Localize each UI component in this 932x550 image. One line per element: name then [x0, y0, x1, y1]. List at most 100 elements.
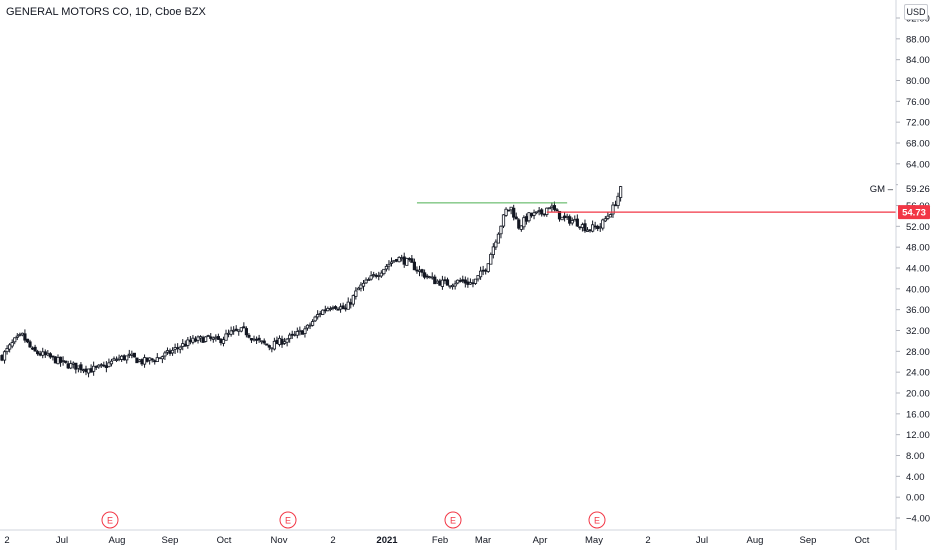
earnings-marker[interactable]: E [588, 511, 606, 529]
y-tick-label: 76.00 [906, 97, 930, 108]
candle-body [226, 332, 231, 335]
candle [163, 350, 167, 360]
candle [132, 352, 136, 358]
candle-body [405, 258, 409, 266]
candle [13, 337, 17, 345]
candle-body [127, 353, 131, 356]
candle [583, 219, 587, 233]
candle-body [183, 343, 187, 347]
candle [186, 336, 190, 349]
candle-body [282, 341, 287, 344]
candle [422, 269, 427, 280]
candle [384, 264, 389, 272]
candle-body [53, 356, 58, 364]
candle [535, 211, 539, 215]
earnings-circle [444, 511, 462, 529]
candle-body [552, 205, 557, 210]
candle-body [76, 365, 80, 369]
y-tick-label: 24.00 [906, 368, 930, 379]
candle-body [555, 209, 559, 212]
candle-body [601, 219, 605, 229]
candle [25, 338, 30, 344]
candle-body [99, 364, 103, 367]
candle-body [537, 210, 541, 212]
candle [155, 353, 159, 362]
candle-body [588, 229, 592, 232]
y-tick-label: 20.00 [906, 389, 930, 400]
candle-body [613, 204, 618, 207]
y-tick-label: 48.00 [906, 243, 930, 254]
currency-button[interactable]: USD [904, 4, 928, 20]
candle [512, 204, 516, 221]
candle [204, 336, 208, 343]
candle [288, 332, 292, 343]
candle-body [46, 352, 50, 356]
candle-body [496, 233, 501, 244]
candle [517, 218, 521, 230]
candle-body [336, 308, 340, 311]
candle-body [234, 328, 238, 331]
candle-body [580, 224, 585, 228]
x-tick-label: May [585, 535, 603, 546]
candle-body [440, 279, 445, 287]
candle-body [509, 206, 513, 211]
candle [532, 209, 536, 220]
y-tick-label: 40.00 [906, 284, 930, 295]
candle-body [193, 338, 198, 342]
candle-body [573, 219, 577, 222]
candle-body [257, 337, 261, 341]
candle [486, 263, 490, 273]
candle [2, 350, 7, 364]
y-tick-label: 52.00 [906, 222, 930, 233]
earnings-marker[interactable]: E [444, 511, 462, 529]
candle-body [384, 266, 389, 270]
candle [519, 225, 523, 232]
candle-body [397, 257, 401, 263]
candle-body [58, 356, 63, 363]
candle-body [219, 338, 223, 344]
candle-body [48, 353, 52, 358]
candle-body [438, 280, 442, 286]
x-tick-label: 2 [645, 535, 650, 546]
candle [494, 239, 498, 250]
earnings-marker[interactable]: E [101, 511, 119, 529]
candle [109, 358, 114, 367]
symbol-title[interactable]: GENERAL MOTORS CO, 1D, Cboe BZX [6, 6, 206, 18]
candle-body [359, 284, 363, 289]
candle-body [120, 355, 124, 360]
candle-body [535, 211, 539, 214]
candle-body [285, 338, 289, 343]
candle-body [81, 369, 86, 372]
candle-body [545, 207, 549, 215]
candle [262, 338, 266, 345]
candle [5, 345, 9, 355]
candle-body [178, 346, 182, 350]
candle-body [486, 263, 490, 272]
candle-body [563, 215, 567, 219]
candle-body [275, 339, 279, 345]
candle [53, 356, 58, 364]
candle-body [155, 357, 159, 362]
candle-body [377, 275, 381, 277]
candle-body [25, 338, 30, 343]
candle [514, 212, 518, 220]
candle [379, 270, 383, 278]
earnings-label: E [107, 516, 113, 526]
candle-body [262, 340, 266, 344]
candle [557, 210, 562, 222]
earnings-marker[interactable]: E [279, 511, 297, 529]
candle-body [277, 337, 282, 345]
candle-body [603, 218, 607, 222]
x-tick-label: 2 [4, 535, 9, 546]
candle [603, 216, 607, 223]
time-axis[interactable]: 2 Jul Aug Sep Oct Nov 2 2021 Feb Mar Apr May 2 Jul Aug… [4, 535, 869, 546]
candle [160, 355, 164, 364]
candle-body [176, 347, 180, 350]
candle [351, 294, 355, 307]
candle [527, 212, 531, 223]
candle-body [15, 335, 19, 338]
candle [196, 335, 200, 344]
candle-body [79, 364, 83, 371]
